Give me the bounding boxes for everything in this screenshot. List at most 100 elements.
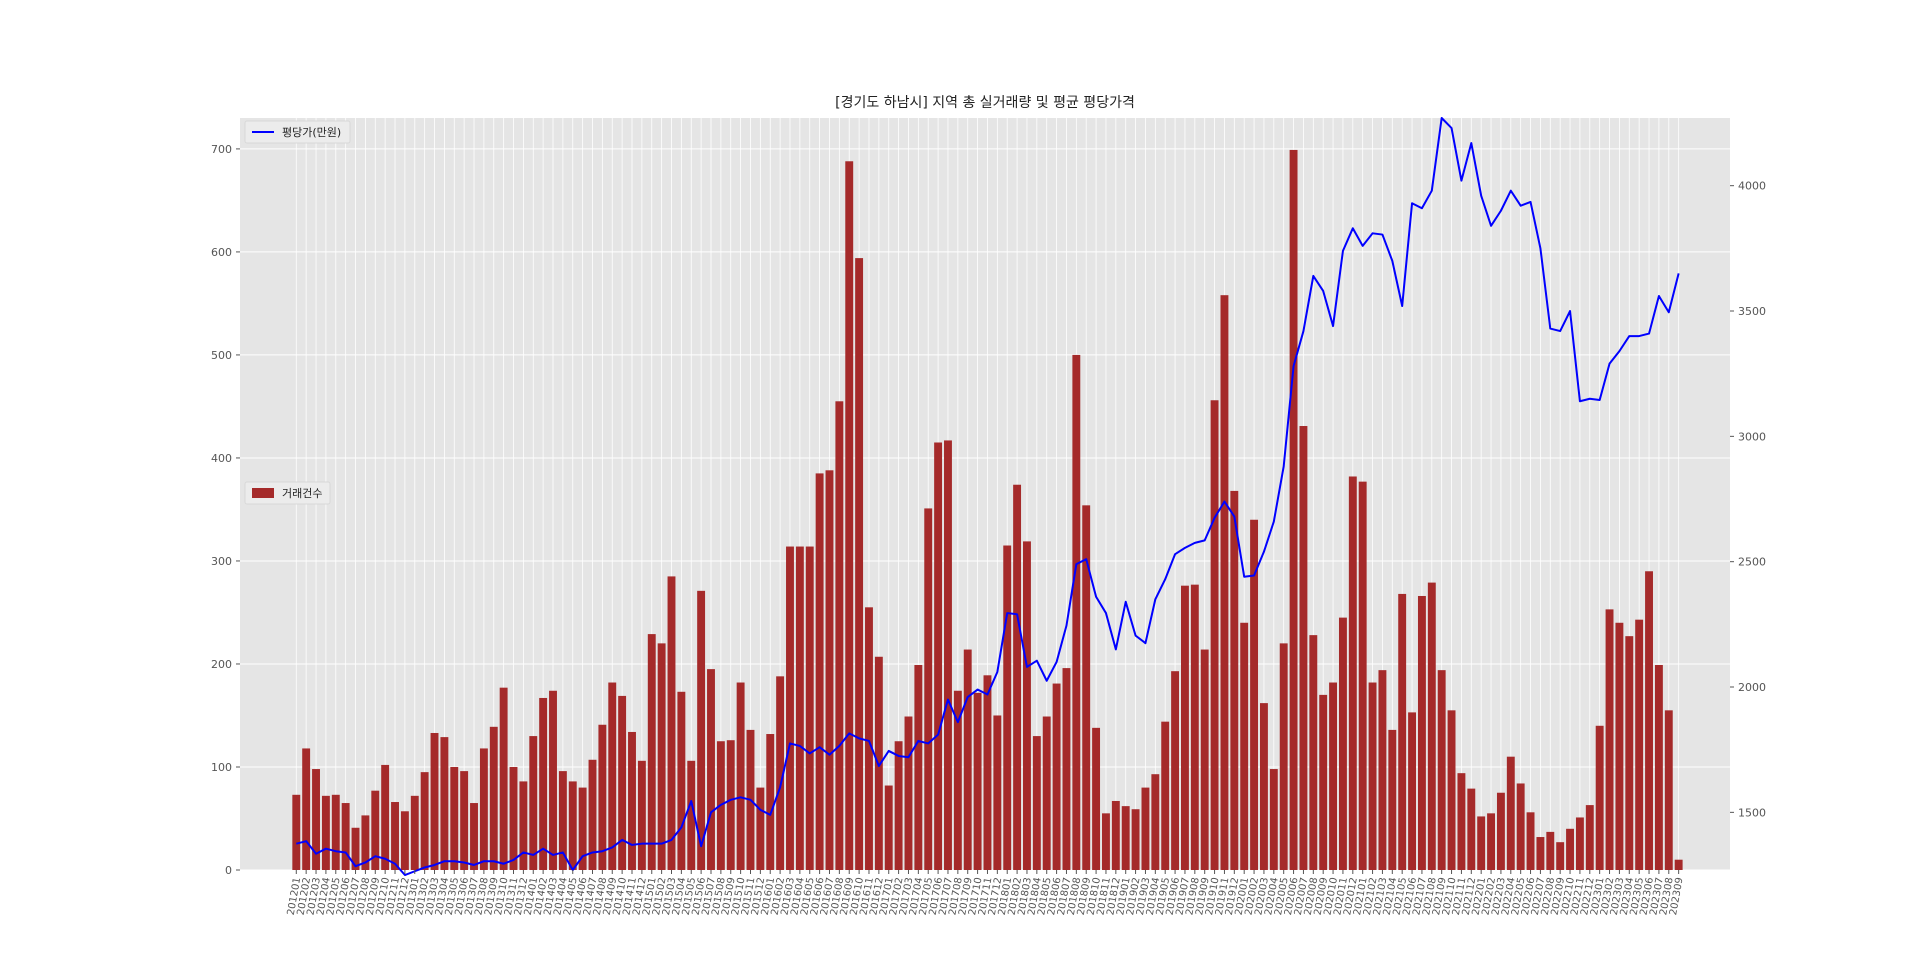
- bar-201908: [1190, 584, 1199, 870]
- bar-201805: [1042, 716, 1051, 870]
- bar-201609: [845, 161, 854, 870]
- chart-title: [경기도 하남시] 지역 총 실거래량 및 평균 평당가격: [835, 95, 1135, 111]
- bar-201705: [924, 508, 933, 870]
- bar-201608: [835, 401, 844, 870]
- bar-201610: [855, 258, 864, 870]
- bar-202109: [1437, 670, 1446, 870]
- bar-201708: [953, 690, 962, 870]
- bar-201210: [381, 764, 390, 870]
- bar-201201: [292, 794, 301, 870]
- bar-202002: [1250, 519, 1259, 870]
- tick-label-left: 300: [211, 555, 232, 568]
- bar-201606: [815, 473, 824, 870]
- bar-202207: [1536, 837, 1545, 870]
- bar-201204: [321, 795, 330, 870]
- bar-201804: [1032, 736, 1041, 870]
- bar-202209: [1556, 842, 1565, 870]
- bar-202301: [1595, 725, 1604, 870]
- bar-201605: [805, 546, 814, 870]
- tick-label-left: 100: [211, 761, 232, 774]
- bar-202202: [1487, 813, 1495, 870]
- bar-202006: [1289, 149, 1298, 870]
- bar-202011: [1338, 617, 1347, 870]
- bar-202105: [1398, 593, 1407, 870]
- bar-202107: [1417, 595, 1426, 870]
- bar-202203: [1496, 792, 1505, 870]
- bar-201206: [341, 803, 350, 870]
- bar-201903: [1141, 787, 1150, 870]
- bar-202211: [1575, 817, 1584, 870]
- tick-label-right: 2000: [1738, 681, 1766, 694]
- bar-201408: [598, 724, 607, 870]
- bar-201709: [963, 649, 972, 870]
- bar-201409: [608, 682, 617, 870]
- bar-202106: [1408, 712, 1417, 870]
- bar-201203: [312, 769, 320, 870]
- bar-201211: [391, 802, 399, 870]
- bar-201910: [1210, 400, 1219, 870]
- tick-label-left: 500: [211, 349, 232, 362]
- bar-201505: [687, 760, 696, 870]
- tick-label-right: 1500: [1738, 806, 1766, 819]
- bar-201911: [1220, 295, 1229, 870]
- bar-201710: [973, 692, 982, 870]
- bar-202110: [1447, 710, 1456, 870]
- bar-201712: [993, 715, 1002, 870]
- bar-201307: [470, 803, 478, 870]
- bar-201808: [1072, 354, 1081, 870]
- bar-202004: [1269, 769, 1278, 870]
- bars-layer: [292, 149, 1683, 870]
- bar-201905: [1161, 721, 1170, 870]
- bar-201304: [440, 737, 449, 870]
- legend-bar: 거래건수: [244, 481, 331, 505]
- bar-201406: [578, 787, 587, 870]
- bar-201308: [479, 748, 488, 870]
- tick-label-right: 2500: [1738, 556, 1766, 569]
- bar-202208: [1546, 831, 1555, 870]
- bar-201506: [697, 590, 706, 870]
- bar-202009: [1319, 694, 1328, 870]
- bar-201711: [983, 675, 992, 870]
- bar-201212: [400, 811, 409, 870]
- bar-201803: [1023, 541, 1031, 870]
- tick-label-left: 600: [211, 246, 232, 259]
- bar-201701: [884, 785, 893, 870]
- legend-line-label: 평당가(만원): [282, 126, 341, 139]
- bar-202303: [1615, 622, 1624, 870]
- bar-201503: [667, 576, 676, 870]
- bar-201601: [766, 734, 775, 870]
- bar-201707: [944, 440, 952, 870]
- bar-202003: [1259, 703, 1268, 870]
- bar-201512: [756, 787, 765, 870]
- bar-202102: [1368, 682, 1377, 870]
- bar-202103: [1378, 670, 1387, 870]
- legend-bar-label: 거래건수: [282, 487, 322, 500]
- bar-201902: [1131, 809, 1140, 870]
- bar-201305: [450, 766, 459, 870]
- tick-label-right: 3000: [1738, 430, 1766, 443]
- bar-201611: [865, 607, 873, 870]
- bar-201205: [331, 794, 340, 870]
- bar-201603: [786, 546, 794, 870]
- bar-202111: [1457, 773, 1466, 870]
- left-axis: 0 100 200 300 400 500 600 700: [211, 143, 240, 877]
- bar-202201: [1477, 816, 1486, 870]
- bar-202012: [1348, 476, 1357, 870]
- bar-201301: [410, 795, 419, 870]
- bar-202210: [1566, 828, 1574, 870]
- bar-202101: [1358, 481, 1367, 870]
- bar-201801: [1003, 545, 1012, 870]
- bar-201810: [1092, 727, 1101, 870]
- tick-label-left: 400: [211, 452, 232, 465]
- bar-201202: [302, 748, 311, 870]
- bar-201906: [1171, 671, 1180, 870]
- bar-201405: [568, 781, 577, 870]
- bar-201310: [499, 687, 508, 870]
- bar-202205: [1516, 783, 1525, 870]
- bar-201812: [1111, 800, 1120, 870]
- bar-201703: [904, 716, 913, 870]
- bar-202302: [1605, 609, 1614, 870]
- bar-201704: [914, 665, 923, 870]
- bar-201607: [825, 470, 834, 870]
